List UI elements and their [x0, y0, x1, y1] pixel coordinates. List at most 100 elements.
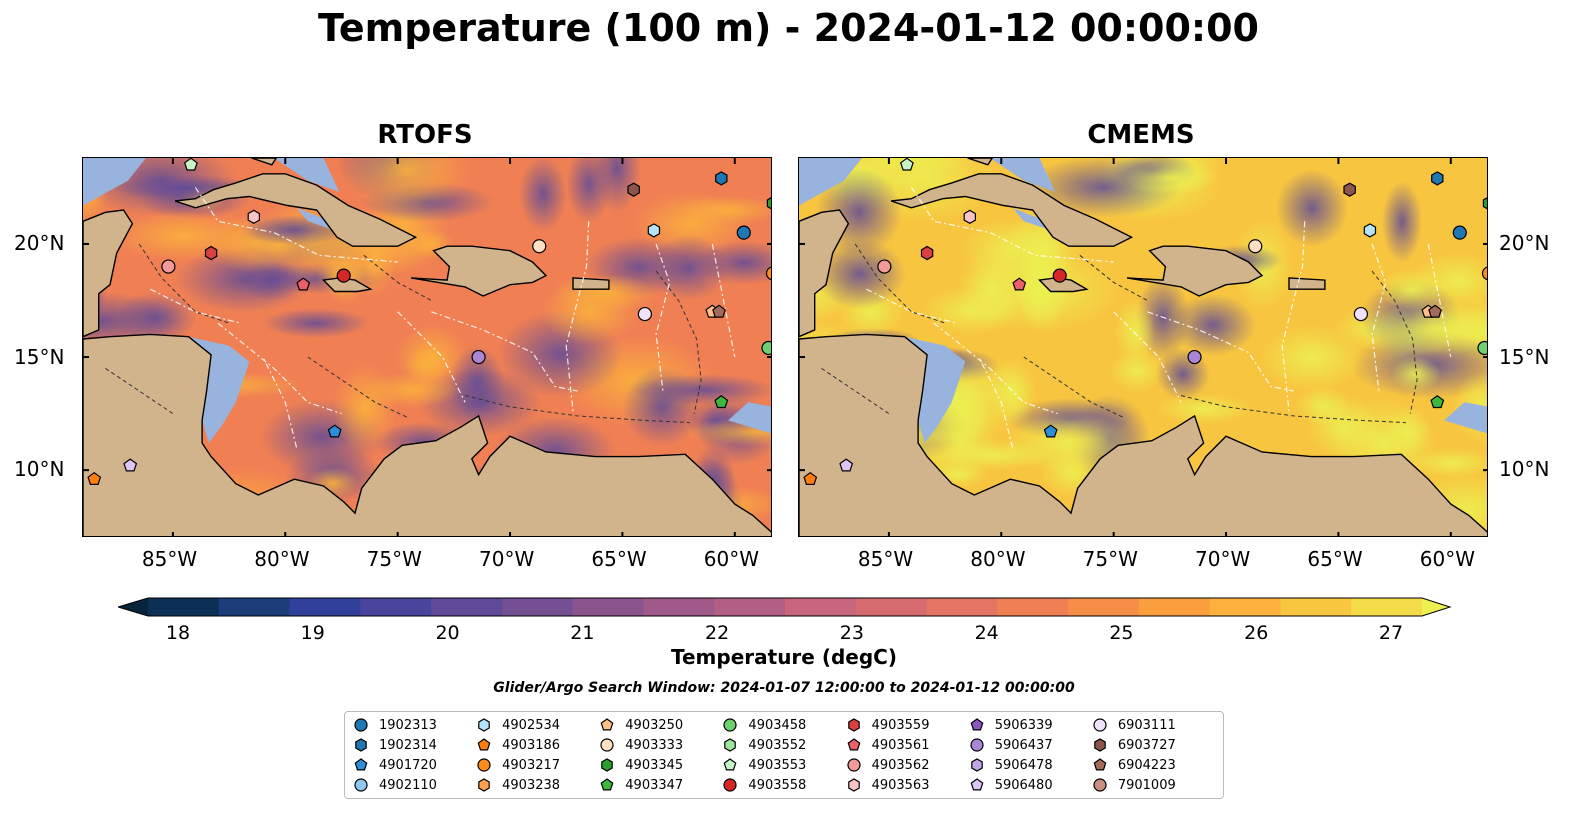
legend-marker-icon: [1093, 758, 1107, 771]
float-marker-4903345[interactable]: [766, 197, 772, 210]
float-marker-1902314[interactable]: [1431, 171, 1444, 186]
legend-marker-icon: [600, 718, 614, 731]
float-marker-4903186[interactable]: [803, 471, 818, 485]
float-marker-6903111[interactable]: [1353, 306, 1368, 322]
float-marker-4903345[interactable]: [1482, 197, 1488, 210]
land-polygon: [572, 277, 610, 290]
colorbar-cell: [926, 598, 998, 616]
float-marker-1902314[interactable]: [715, 171, 728, 186]
land-polygon: [1288, 277, 1326, 290]
legend-marker-icon: [970, 738, 984, 752]
legend-label: 6904223: [1117, 757, 1176, 773]
legend-marker-icon: [1094, 738, 1106, 752]
colorbar-cell: [785, 598, 857, 616]
lon-tick-label: 80°W: [970, 547, 1026, 571]
land-polygon: [410, 245, 548, 297]
legend-marker-icon: [477, 738, 491, 751]
legend-label: 4903347: [625, 777, 684, 793]
float-marker-4903333[interactable]: [532, 239, 547, 254]
legend-marker-icon: [846, 758, 861, 772]
float-marker-4903562[interactable]: [161, 259, 176, 274]
colorbar-tick-label: 18: [165, 622, 191, 644]
figure-title: Temperature (100 m) - 2024-01-12 00:00:0…: [317, 6, 1259, 50]
legend-label: 4903217: [502, 757, 561, 773]
colorbar-cell: [714, 598, 786, 616]
float-marker-4903563[interactable]: [247, 209, 260, 224]
legend-marker-icon: [724, 738, 737, 752]
legend-item: 4903347: [599, 775, 722, 795]
legend-item: 4903345: [599, 755, 722, 775]
colorbar-cell: [1138, 598, 1211, 616]
colorbar-cell: [855, 598, 928, 616]
legend-item: 4903217: [476, 755, 599, 775]
float-marker-1902313[interactable]: [1452, 225, 1467, 240]
legend-item: 6903111: [1092, 715, 1215, 735]
lat-tick-label: 20°N: [1499, 231, 1550, 255]
legend-marker-icon: [724, 758, 737, 771]
lat-tick-label: 10°N: [14, 457, 65, 481]
float-marker-4903347[interactable]: [1430, 395, 1445, 409]
float-marker-5906480[interactable]: [123, 458, 138, 472]
legend-item: 7901009: [1092, 775, 1215, 795]
colorbar-tick-label: 23: [839, 622, 864, 644]
legend-marker-icon: [601, 758, 614, 772]
lon-tick-label: 75°W: [1082, 547, 1138, 571]
legend-item: 4903553: [722, 755, 845, 775]
float-marker-4902534[interactable]: [647, 223, 661, 238]
float-marker-4903558[interactable]: [336, 268, 351, 283]
float-marker-4903563[interactable]: [963, 209, 976, 224]
land-polygon: [1126, 245, 1264, 297]
legend-label: 5906339: [994, 717, 1053, 733]
float-marker-6903727[interactable]: [1343, 182, 1356, 197]
legend-marker-icon: [847, 778, 860, 792]
float-marker-6904223[interactable]: [712, 304, 726, 318]
float-marker-1902313[interactable]: [736, 225, 751, 240]
float-marker-4903458[interactable]: [761, 340, 772, 356]
float-marker-4903559[interactable]: [204, 245, 218, 261]
float-marker-4903333[interactable]: [1248, 239, 1263, 254]
float-marker-4903458[interactable]: [1477, 340, 1488, 356]
float-marker-4903561[interactable]: [1012, 277, 1027, 291]
colorbar-tick-label: 27: [1378, 622, 1404, 644]
float-marker-4903217[interactable]: [1481, 266, 1489, 281]
float-marker-4903347[interactable]: [714, 395, 729, 409]
float-marker-6903727[interactable]: [627, 182, 640, 197]
float-marker-5906480[interactable]: [839, 458, 854, 472]
float-marker-6903111[interactable]: [637, 306, 652, 322]
float-marker-5906437[interactable]: [1187, 349, 1202, 365]
map-panel-rtofs[interactable]: [82, 157, 772, 537]
legend-label: 4903186: [502, 737, 561, 753]
legend-marker-icon: [970, 778, 984, 791]
legend-marker-icon: [847, 738, 860, 751]
land-polygon: [799, 333, 1487, 536]
legend-marker-icon: [354, 718, 368, 732]
float-marker-5906437[interactable]: [471, 349, 486, 365]
lon-tick-label: 65°W: [1307, 547, 1363, 571]
colorbar-cell: [1351, 598, 1423, 616]
legend-item: 4903561: [846, 735, 969, 755]
float-marker-4903553[interactable]: [183, 158, 198, 171]
float-marker-4903561[interactable]: [296, 277, 311, 291]
map-panel-cmems[interactable]: [798, 157, 1488, 537]
legend-label: 4903458: [748, 717, 807, 733]
float-marker-4903558[interactable]: [1052, 268, 1067, 283]
float-marker-4903562[interactable]: [877, 259, 892, 274]
colorbar-tick-label: 24: [974, 622, 999, 644]
legend-item: 4903559: [846, 715, 969, 735]
legend-label: 4903333: [625, 737, 684, 753]
float-marker-4903559[interactable]: [920, 245, 934, 261]
legend-item: 6903727: [1092, 735, 1215, 755]
land-polygon: [174, 173, 418, 247]
float-marker-4903186[interactable]: [87, 471, 102, 485]
float-marker-4903217[interactable]: [765, 266, 773, 281]
float-marker-4901720[interactable]: [1043, 424, 1058, 438]
legend-marker-icon: [847, 718, 860, 732]
colorbar-tick-label: 20: [435, 622, 460, 644]
float-marker-4903553[interactable]: [899, 158, 914, 171]
float-marker-6904223[interactable]: [1428, 304, 1442, 318]
float-marker-4901720[interactable]: [327, 424, 342, 438]
legend-label: 4903238: [502, 777, 561, 793]
legend-item: 1902314: [353, 735, 476, 755]
float-marker-4902534[interactable]: [1363, 223, 1377, 238]
legend-label: 6903727: [1117, 737, 1176, 753]
